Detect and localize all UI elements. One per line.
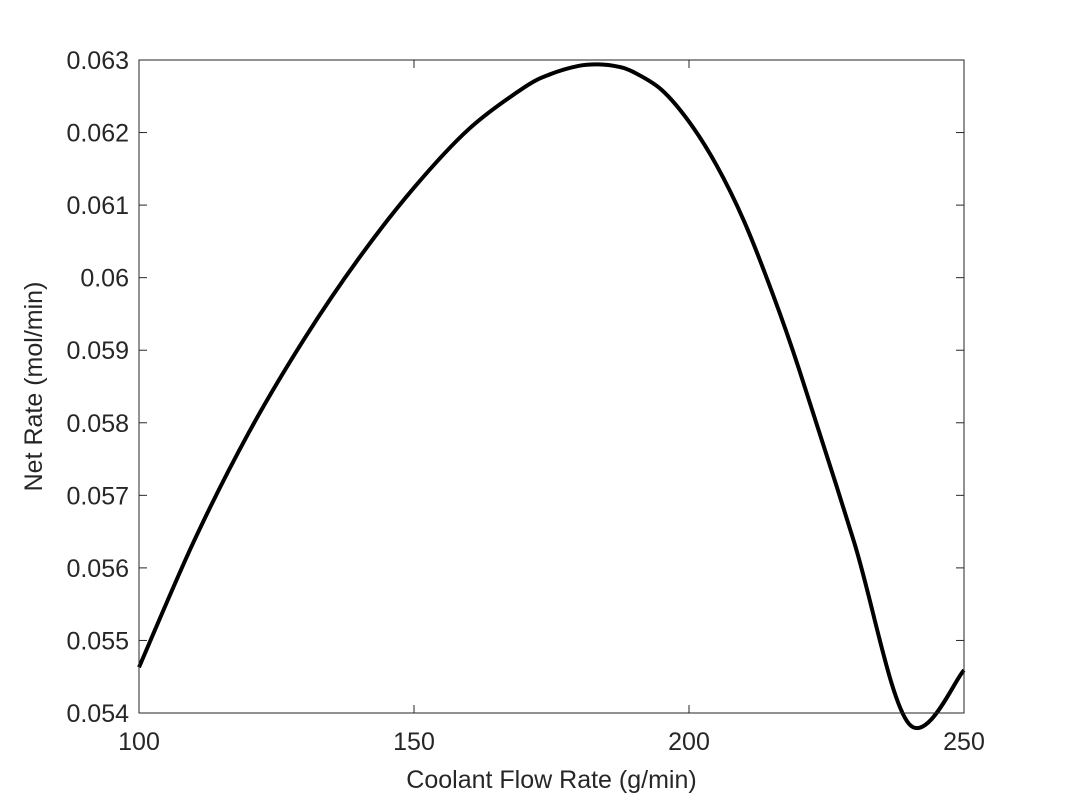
y-tick-label: 0.057	[66, 482, 129, 510]
series-line	[137, 62, 966, 730]
x-tick-label: 150	[393, 728, 435, 756]
x-tick-label: 250	[943, 728, 985, 756]
y-tick-label: 0.058	[66, 410, 129, 438]
x-tick-label: 200	[668, 728, 710, 756]
y-tick-label: 0.055	[66, 627, 129, 655]
y-tick-label: 0.06	[80, 265, 129, 293]
series-layer	[137, 62, 966, 730]
y-tick-label: 0.061	[66, 192, 129, 220]
x-tick-label: 100	[118, 728, 160, 756]
y-tick-label: 0.056	[66, 555, 129, 583]
y-tick-label: 0.062	[66, 120, 129, 148]
plot-area	[139, 60, 964, 713]
plot-frame	[138, 59, 965, 714]
y-tick-label: 0.054	[66, 700, 129, 728]
x-axis-label: Coolant Flow Rate (g/min)	[406, 766, 696, 794]
axis-ticks	[138, 59, 965, 714]
y-tick-label: 0.059	[66, 337, 129, 365]
y-tick-label: 0.063	[66, 47, 129, 75]
axis-tick-labels: 100 150 200 250 0.054 0.055 0.056 0.057 0.058 0.0…	[66, 47, 984, 756]
y-axis-label: Net Rate (mol/min)	[20, 282, 48, 492]
